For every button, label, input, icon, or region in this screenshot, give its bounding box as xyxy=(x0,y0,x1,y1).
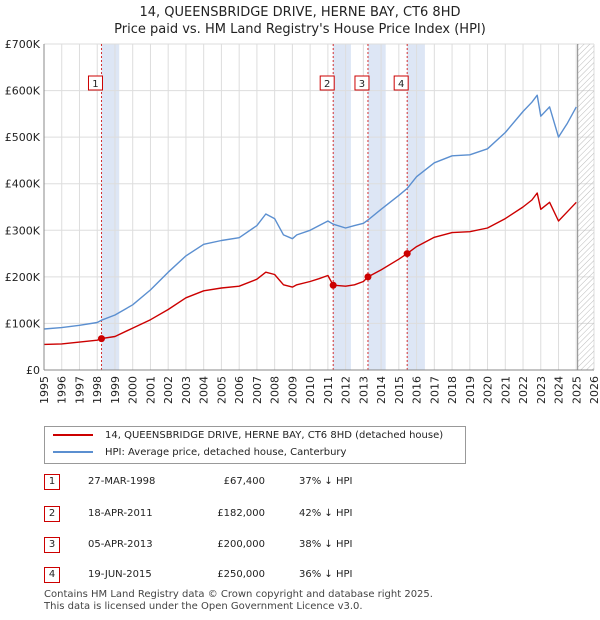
x-tick-label: 2001 xyxy=(144,376,157,404)
x-tick-label: 2016 xyxy=(411,376,424,404)
sale-number-label: 1 xyxy=(92,79,98,90)
x-tick-label: 2006 xyxy=(233,376,246,404)
x-tick-label: 2019 xyxy=(464,376,477,404)
sale-date: 18-APR-2011 xyxy=(88,508,153,519)
x-tick-label: 2017 xyxy=(428,376,441,404)
legend-label-property: 14, QUEENSBRIDGE DRIVE, HERNE BAY, CT6 8… xyxy=(105,430,444,441)
chart-title-block: 14, QUEENSBRIDGE DRIVE, HERNE BAY, CT6 8… xyxy=(0,4,600,38)
sale-hpi-diff: 36% ↓ HPI xyxy=(299,569,353,580)
x-tick-label: 1997 xyxy=(73,376,86,404)
sale-hpi-diff: 38% ↓ HPI xyxy=(299,539,353,550)
sale-band xyxy=(407,44,425,370)
y-tick-label: £100K xyxy=(5,317,41,330)
x-tick-label: 2013 xyxy=(357,376,370,404)
sale-number-box xyxy=(319,75,335,91)
legend-label-hpi: HPI: Average price, detached house, Cant… xyxy=(105,447,347,458)
x-tick-label: 2023 xyxy=(535,376,548,404)
chart-axes: £0 £100K £200K £300K £400K £500K £600K £700K 199… xyxy=(5,38,600,404)
legend-swatch-property xyxy=(53,434,93,436)
sale-date: 19-JUN-2015 xyxy=(88,569,152,580)
chart-legend: 14, QUEENSBRIDGE DRIVE, HERNE BAY, CT6 8… xyxy=(44,426,466,464)
x-tick-label: 1996 xyxy=(56,376,69,404)
sale-point xyxy=(329,281,337,289)
x-tick-label: 2007 xyxy=(251,376,264,404)
hpi-line xyxy=(43,94,577,330)
sale-point xyxy=(403,250,411,258)
price-chart: 1 2 3 4 £0 £100K £200K £300K £400K £500K £600K £70… xyxy=(5,38,600,404)
x-tick-label: 2018 xyxy=(446,376,459,404)
x-tick-label: 2026 xyxy=(588,376,600,404)
y-tick-label: £300K xyxy=(5,224,41,237)
sale-hpi-diff: 37% ↓ HPI xyxy=(299,476,353,487)
legend-swatch-hpi xyxy=(53,451,93,453)
chart-subtitle: Price paid vs. HM Land Registry's House … xyxy=(114,22,486,37)
sale-number-label: 2 xyxy=(324,79,330,90)
table-row: 1 27-MAR-1998 £67,400 37% ↓ HPI xyxy=(44,472,444,492)
footer-line-1: Contains HM Land Registry data © Crown c… xyxy=(44,589,433,600)
table-row: 3 05-APR-2013 £200,000 38% ↓ HPI xyxy=(44,535,444,555)
hatched-region xyxy=(577,44,594,370)
sale-number-box xyxy=(354,75,370,91)
sale-badge: 2 xyxy=(44,506,60,522)
sale-date: 27-MAR-1998 xyxy=(88,476,156,487)
sale-band xyxy=(101,44,120,370)
y-tick-label: £400K xyxy=(5,178,41,191)
x-tick-label: 2000 xyxy=(127,376,140,404)
y-tick-label: £500K xyxy=(5,131,41,144)
legend-item-property: 14, QUEENSBRIDGE DRIVE, HERNE BAY, CT6 8… xyxy=(53,428,443,444)
x-tick-label: 1999 xyxy=(109,376,122,404)
x-tick-label: 2005 xyxy=(215,376,228,404)
x-tick-label: 2012 xyxy=(340,376,353,404)
sale-price: £200,000 xyxy=(217,539,265,550)
sale-badge: 4 xyxy=(44,567,60,583)
sale-hpi-diff: 42% ↓ HPI xyxy=(299,508,353,519)
chart-series xyxy=(43,94,577,346)
x-tick-label: 2003 xyxy=(180,376,193,404)
x-tick-label: 2004 xyxy=(198,376,211,404)
y-tick-label: £0 xyxy=(26,364,40,377)
sale-point xyxy=(97,335,105,343)
sale-badge: 3 xyxy=(44,537,60,553)
x-tick-label: 2020 xyxy=(482,376,495,404)
sale-number-box xyxy=(87,75,103,91)
sale-date: 05-APR-2013 xyxy=(88,539,153,550)
chart-title: 14, QUEENSBRIDGE DRIVE, HERNE BAY, CT6 8… xyxy=(139,5,461,20)
footer-attribution: Contains HM Land Registry data © Crown c… xyxy=(44,589,433,613)
x-tick-label: 2009 xyxy=(286,376,299,404)
sale-badges: 1 2 3 4 xyxy=(87,75,409,91)
x-tick-label: 2011 xyxy=(322,376,335,404)
sale-number-label: 4 xyxy=(398,79,404,90)
table-row: 4 19-JUN-2015 £250,000 36% ↓ HPI xyxy=(44,565,444,585)
x-tick-label: 2025 xyxy=(570,376,583,404)
sale-price: £182,000 xyxy=(217,508,265,519)
y-tick-label: £600K xyxy=(5,85,41,98)
sale-badge: 1 xyxy=(44,474,60,490)
x-tick-label: 2021 xyxy=(499,376,512,404)
sale-point xyxy=(364,273,372,281)
x-tick-label: 2014 xyxy=(375,376,388,404)
y-tick-label: £700K xyxy=(5,38,41,51)
legend-item-hpi: HPI: Average price, detached house, Cant… xyxy=(53,445,346,461)
x-tick-label: 2008 xyxy=(269,376,282,404)
table-row: 2 18-APR-2011 £182,000 42% ↓ HPI xyxy=(44,504,444,524)
price-paid-line xyxy=(43,192,577,346)
x-tick-label: 1998 xyxy=(91,376,104,404)
sale-number-label: 3 xyxy=(359,79,365,90)
x-tick-label: 2010 xyxy=(304,376,317,404)
sale-price: £250,000 xyxy=(217,569,265,580)
sale-number-box xyxy=(393,75,409,91)
sale-band xyxy=(333,44,351,370)
x-tick-label: 2022 xyxy=(517,376,530,404)
sale-markers xyxy=(97,250,411,343)
x-tick-label: 1995 xyxy=(38,376,51,404)
footer-line-2: This data is licensed under the Open Gov… xyxy=(44,601,363,612)
forecast-hatch xyxy=(577,44,594,370)
x-tick-label: 2002 xyxy=(162,376,175,404)
chart-gridlines xyxy=(43,43,595,371)
x-tick-label: 2015 xyxy=(393,376,406,404)
sale-price: £67,400 xyxy=(223,476,265,487)
y-tick-label: £200K xyxy=(5,271,41,284)
x-tick-label: 2024 xyxy=(553,376,566,404)
